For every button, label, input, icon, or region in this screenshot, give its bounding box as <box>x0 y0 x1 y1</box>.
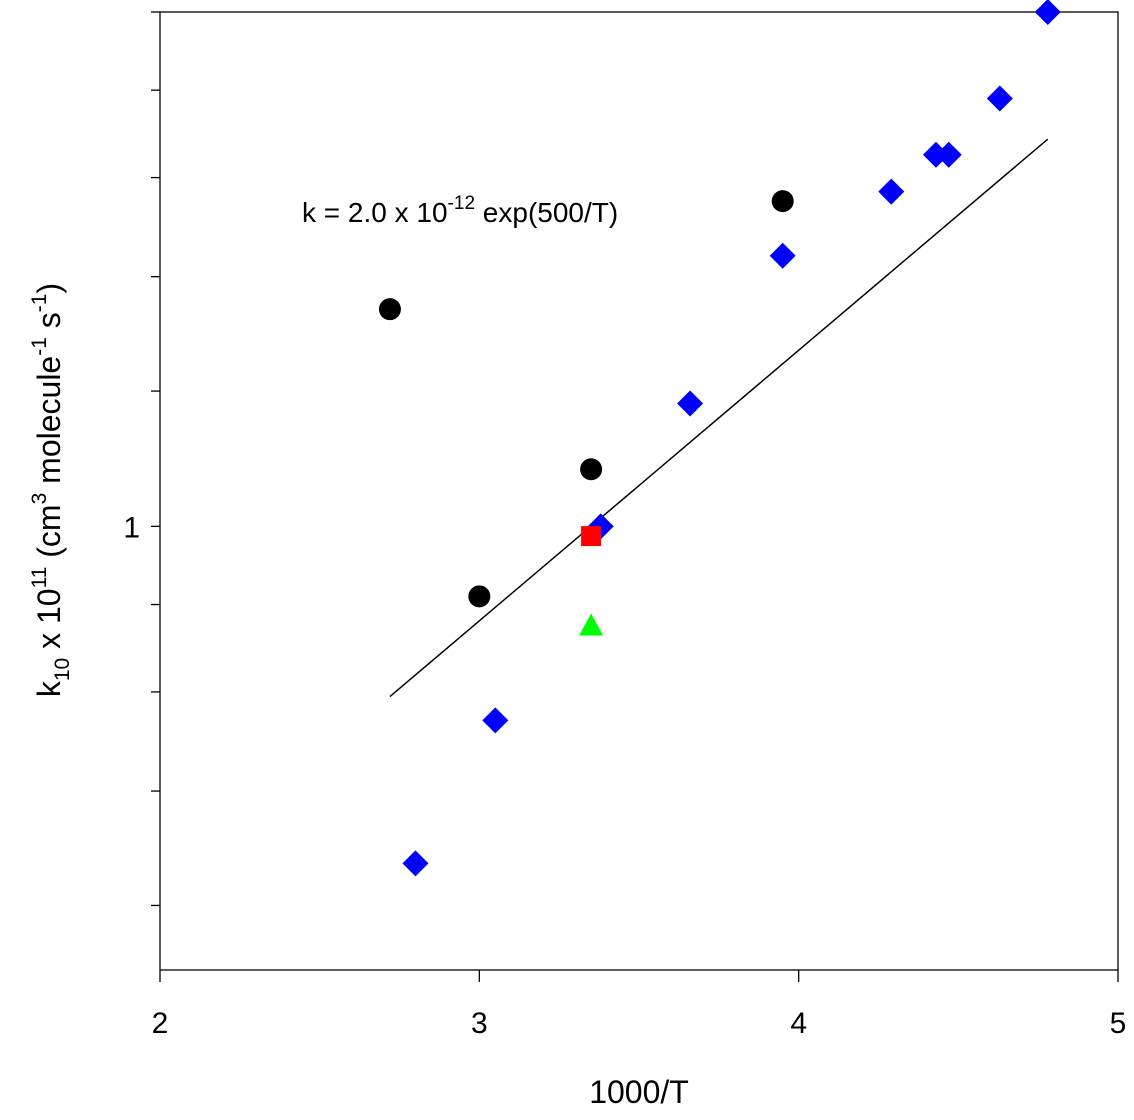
x-axis-label: 1000/T <box>589 1074 689 1110</box>
annotation-equation: k = 2.0 x 10-12 exp(500/T) <box>302 193 618 228</box>
y-axis-label: k10 x 1011 (cm3 molecule-1 s-1) <box>28 283 74 697</box>
data-point-diamond <box>769 242 796 269</box>
data-point-circle <box>378 298 401 321</box>
x-tick-label: 2 <box>152 1007 169 1040</box>
data-point-diamond <box>935 141 962 168</box>
data-point-circle <box>468 585 491 608</box>
fit-line <box>389 138 1049 698</box>
data-point-circle <box>771 190 794 213</box>
y-tick-label: 1 <box>123 511 140 544</box>
data-point-circle <box>580 458 603 481</box>
plot-frame <box>159 11 1119 971</box>
data-points <box>378 0 1061 877</box>
data-point-diamond <box>1034 0 1061 25</box>
x-tick-label: 3 <box>471 1007 488 1040</box>
x-tick-label: 5 <box>1110 1007 1127 1040</box>
data-point-triangle <box>579 613 604 636</box>
data-point-square <box>581 526 602 547</box>
data-point-diamond <box>677 390 704 417</box>
data-point-diamond <box>482 707 509 734</box>
x-tick-label: 4 <box>790 1007 807 1040</box>
data-point-diamond <box>402 850 429 877</box>
data-point-diamond <box>986 85 1013 112</box>
fit-line-layer <box>389 138 1049 698</box>
data-point-diamond <box>878 178 905 205</box>
x-axis-ticks: 2 3 4 5 <box>152 970 1127 1040</box>
y-axis-ticks: 1 <box>123 11 160 907</box>
